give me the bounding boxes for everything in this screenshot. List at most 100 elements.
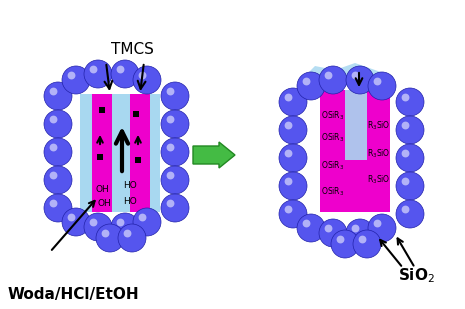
FancyArrow shape [193, 142, 235, 168]
Circle shape [133, 66, 161, 94]
Circle shape [319, 219, 347, 247]
Circle shape [402, 122, 410, 129]
Text: Woda/HCl/EtOH: Woda/HCl/EtOH [8, 287, 140, 303]
Circle shape [346, 66, 374, 94]
Text: OH: OH [95, 185, 109, 194]
Text: OSiR$_3$: OSiR$_3$ [321, 186, 345, 198]
Bar [345, 90, 367, 160]
Text: OSiR$_3$: OSiR$_3$ [321, 110, 345, 122]
Circle shape [166, 144, 174, 151]
Circle shape [325, 72, 332, 79]
Circle shape [62, 208, 90, 236]
Circle shape [396, 88, 424, 116]
Text: R$_3$SiO: R$_3$SiO [367, 148, 391, 160]
Text: SiO$_2$: SiO$_2$ [399, 267, 436, 285]
Circle shape [368, 214, 396, 242]
Circle shape [166, 200, 174, 207]
Circle shape [368, 72, 396, 100]
Text: R$_3$SiO: R$_3$SiO [367, 174, 391, 186]
Circle shape [161, 110, 189, 138]
Circle shape [44, 110, 72, 138]
Circle shape [373, 78, 381, 86]
Circle shape [402, 205, 410, 214]
Circle shape [84, 213, 112, 241]
Circle shape [402, 94, 410, 101]
Text: OSiR$_3$: OSiR$_3$ [321, 132, 345, 144]
Circle shape [50, 116, 58, 123]
Circle shape [396, 172, 424, 200]
Circle shape [44, 166, 72, 194]
Circle shape [402, 178, 410, 185]
Circle shape [124, 230, 132, 237]
Circle shape [285, 150, 292, 158]
Circle shape [118, 224, 146, 252]
Circle shape [67, 72, 75, 79]
Circle shape [50, 144, 58, 151]
Text: HO: HO [123, 197, 137, 206]
Circle shape [166, 87, 174, 95]
Circle shape [325, 225, 332, 232]
Circle shape [161, 138, 189, 166]
Circle shape [279, 200, 307, 228]
Circle shape [90, 218, 98, 226]
Circle shape [101, 230, 109, 237]
Circle shape [279, 116, 307, 144]
Circle shape [117, 66, 125, 74]
Circle shape [62, 66, 90, 94]
Circle shape [44, 194, 72, 222]
Circle shape [139, 72, 146, 79]
Circle shape [44, 138, 72, 166]
Circle shape [352, 72, 359, 79]
Bar [92, 94, 112, 212]
Circle shape [50, 87, 58, 95]
Circle shape [44, 82, 72, 110]
Text: OH: OH [97, 200, 111, 209]
Polygon shape [305, 63, 393, 86]
Circle shape [285, 122, 292, 129]
Circle shape [84, 60, 112, 88]
Circle shape [161, 194, 189, 222]
Circle shape [161, 166, 189, 194]
Bar [80, 94, 160, 212]
Text: OSiR$_3$: OSiR$_3$ [321, 160, 345, 172]
Circle shape [285, 94, 292, 101]
Circle shape [402, 150, 410, 158]
Circle shape [396, 144, 424, 172]
Circle shape [90, 66, 98, 74]
Text: HO: HO [123, 181, 137, 191]
Circle shape [285, 205, 292, 214]
Circle shape [279, 88, 307, 116]
Circle shape [96, 224, 124, 252]
Circle shape [319, 66, 347, 94]
Circle shape [161, 82, 189, 110]
Circle shape [396, 116, 424, 144]
Circle shape [133, 208, 161, 236]
Circle shape [285, 178, 292, 185]
Circle shape [279, 144, 307, 172]
Text: R$_3$SiO: R$_3$SiO [367, 120, 391, 132]
Text: TMCS: TMCS [111, 43, 153, 57]
Circle shape [279, 172, 307, 200]
Circle shape [111, 213, 139, 241]
Circle shape [352, 225, 359, 232]
Circle shape [111, 60, 139, 88]
Circle shape [50, 200, 58, 207]
Circle shape [346, 219, 374, 247]
Circle shape [359, 235, 366, 243]
Circle shape [303, 78, 311, 86]
Circle shape [166, 116, 174, 123]
Circle shape [297, 72, 325, 100]
Circle shape [337, 235, 345, 243]
Bar [130, 94, 150, 212]
Circle shape [117, 218, 125, 226]
Circle shape [303, 220, 311, 227]
Circle shape [353, 230, 381, 258]
Bar [320, 90, 390, 212]
Circle shape [166, 171, 174, 180]
Circle shape [396, 200, 424, 228]
Circle shape [331, 230, 359, 258]
Circle shape [67, 214, 75, 222]
Circle shape [297, 214, 325, 242]
Circle shape [139, 214, 146, 222]
Circle shape [50, 171, 58, 180]
